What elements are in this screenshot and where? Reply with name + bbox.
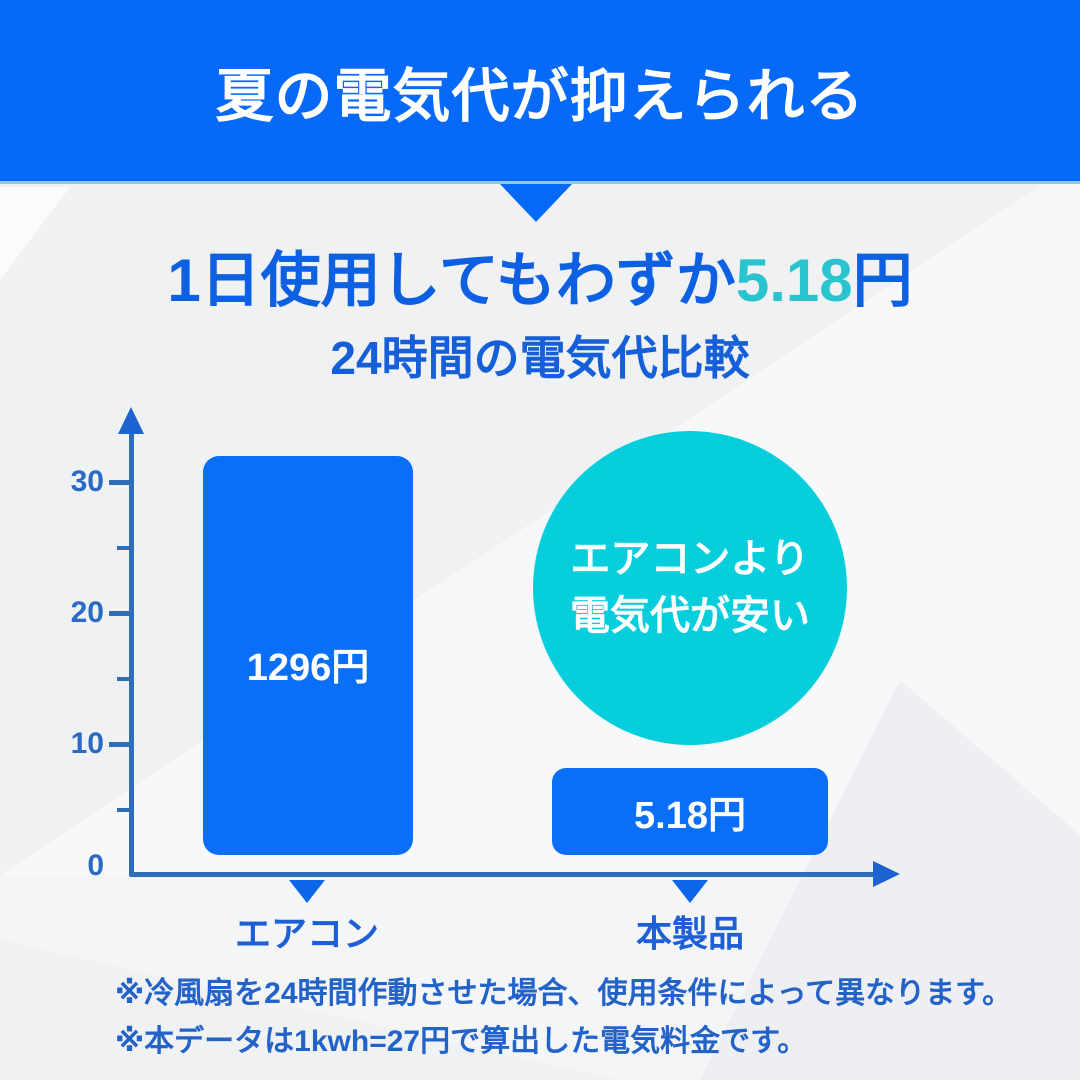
footnote-line: ※本データは1kwh=27円で算出した電気料金です。 xyxy=(115,1025,808,1058)
footnote-line: ※冷風扇を24時間作動させた場合、使用条件によって異なります。 xyxy=(115,977,1013,1010)
headline-suffix: 円 xyxy=(852,247,913,314)
y-tick-minor-5 xyxy=(117,808,131,812)
annotation-circle: エアコンより 電気代が安い xyxy=(533,431,847,745)
bar-value-label: 5.18円 xyxy=(634,795,746,837)
y-tick-major-30 xyxy=(109,480,131,485)
y-tick-label: 0 xyxy=(87,849,104,882)
chart-title: 24時間の電気代比較 xyxy=(330,332,750,384)
headline-highlight-value: 5.18 xyxy=(735,247,853,314)
bar-value-label: 1296円 xyxy=(246,647,370,689)
bar-product: 5.18円 xyxy=(552,768,828,855)
y-tick-minor-25 xyxy=(117,546,131,550)
y-tick-label: 10 xyxy=(70,727,104,760)
category-label-aircon: エアコン xyxy=(234,913,379,954)
headline: 1日使用してもわずか5.18円 xyxy=(0,232,1080,319)
banner-pointer-triangle xyxy=(500,184,572,222)
footnotes: ※冷風扇を24時間作動させた場合、使用条件によって異なります。 ※本データは1k… xyxy=(115,970,1012,1066)
category-label-product: 本製品 xyxy=(635,913,744,954)
y-tick-minor-15 xyxy=(117,677,131,681)
y-tick-major-20 xyxy=(109,611,131,616)
header-banner: 夏の電気代が抑えられる xyxy=(0,0,1080,184)
category-marker-icon xyxy=(672,880,708,903)
annotation-line: 電気代が安い xyxy=(570,594,810,638)
bar-aircon: 1296円 xyxy=(203,456,413,855)
banner-title: 夏の電気代が抑えられる xyxy=(215,63,865,129)
category-marker-icon xyxy=(289,880,325,903)
x-axis-arrow-icon xyxy=(873,861,900,887)
x-axis-line xyxy=(129,872,875,877)
y-axis-line xyxy=(129,424,134,876)
y-tick-label: 20 xyxy=(70,596,104,629)
annotation-line: エアコンより xyxy=(570,537,810,581)
y-tick-major-10 xyxy=(109,742,131,747)
y-tick-label: 30 xyxy=(70,465,104,498)
headline-prefix: 1日使用してもわずか xyxy=(167,247,736,314)
y-axis-arrow-icon xyxy=(118,407,144,434)
